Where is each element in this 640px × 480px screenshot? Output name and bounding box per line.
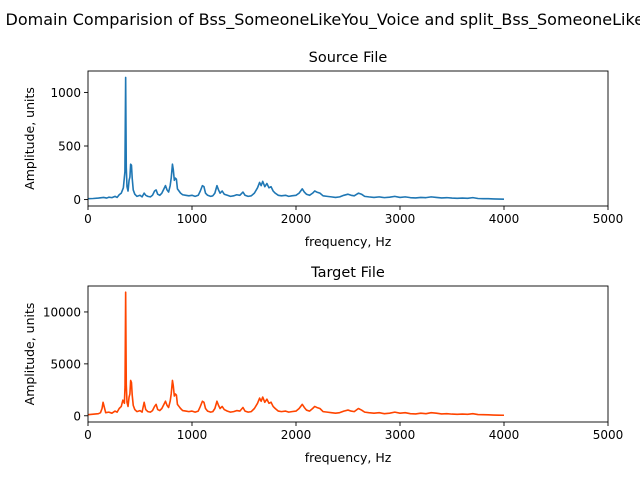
x-tick-label: 1000: [177, 428, 208, 442]
series-line-1: [88, 76, 505, 200]
x-tick-label: 2000: [281, 212, 312, 226]
x-tick-label: 5000: [593, 212, 624, 226]
y-tick-label: 5000: [50, 357, 81, 371]
x-tick-label: 0: [84, 428, 92, 442]
y-axis-label: Amplitude, units: [22, 87, 37, 190]
axes-frame: [87, 285, 609, 423]
source-file-subplot: 0 1000 2000 3000 4000 5000 0 500 1000 Source File…: [22, 50, 623, 249]
target-file-subplot: 0 1000 2000 3000 4000 5000 0 5000 10000 Target Fi…: [22, 265, 623, 465]
x-axis-label: frequency, Hz: [305, 234, 392, 249]
x-tick-label: 2000: [281, 428, 312, 442]
subplot-title: Source File: [309, 50, 388, 66]
x-tick-label: 1000: [177, 212, 208, 226]
y-tick-label: 0: [73, 193, 81, 207]
x-tick-label: 4000: [489, 212, 520, 226]
axes-frame: [87, 70, 609, 207]
y-tick-label: 0: [73, 409, 81, 423]
x-tick-label: 5000: [593, 428, 624, 442]
x-tick-label: 3000: [385, 212, 416, 226]
series-line-1: [88, 291, 505, 417]
y-tick-label: 1000: [50, 86, 81, 100]
x-axis-label: frequency, Hz: [305, 450, 392, 465]
y-tick-label: 500: [58, 140, 81, 154]
y-tick-label: 10000: [43, 305, 81, 319]
x-tick-label: 4000: [489, 428, 520, 442]
subplot-title: Target File: [310, 265, 385, 281]
y-axis-label: Amplitude, units: [22, 303, 37, 406]
x-tick-label: 3000: [385, 428, 416, 442]
figure-suptitle: Frequency Domain Comparision of Bss_Some…: [0, 10, 640, 30]
x-tick-label: 0: [84, 212, 92, 226]
